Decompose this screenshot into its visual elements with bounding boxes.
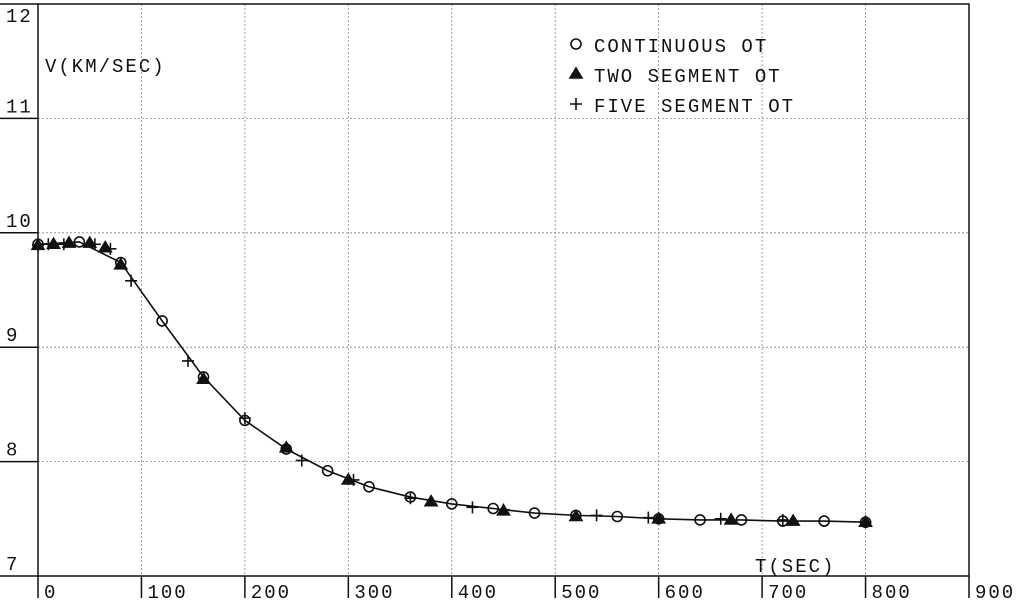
x-tick-label: 700	[768, 582, 808, 604]
marker	[125, 274, 138, 287]
x-tick-label: 100	[147, 582, 187, 604]
marker	[735, 514, 748, 526]
x-tick-label: 800	[872, 582, 912, 604]
marker	[570, 38, 582, 50]
marker	[238, 412, 251, 425]
marker	[570, 98, 582, 110]
marker	[181, 354, 194, 367]
marker	[642, 511, 655, 524]
marker	[487, 502, 499, 515]
marker	[776, 513, 789, 526]
y-tick-label: 9	[6, 325, 19, 347]
x-tick-label: 600	[665, 582, 705, 604]
marker	[82, 235, 98, 248]
y-tick-label: 8	[6, 440, 19, 462]
marker	[723, 512, 739, 525]
plot-frame	[37, 3, 970, 577]
marker	[104, 242, 117, 255]
marker	[590, 509, 603, 522]
marker	[42, 238, 55, 251]
y-tick-label: 7	[6, 554, 19, 576]
marker	[568, 66, 584, 79]
marker	[497, 503, 510, 516]
marker	[363, 480, 375, 493]
marker	[347, 473, 360, 486]
x-tick-label: 400	[458, 582, 498, 604]
marker	[445, 498, 458, 510]
marker	[714, 512, 727, 525]
x-tick-label: 500	[561, 582, 601, 604]
marker	[32, 239, 44, 252]
x-tick-label: 900	[975, 582, 1015, 604]
marker	[57, 238, 70, 251]
y-tick-label: 10	[6, 211, 33, 233]
marker	[528, 507, 541, 519]
marker	[611, 510, 624, 523]
marker	[785, 513, 801, 526]
y-axis-label: V(KM/SEC)	[45, 56, 166, 78]
marker	[278, 440, 294, 453]
marker	[156, 315, 168, 327]
marker	[73, 236, 86, 248]
y-tick-label: 12	[6, 6, 33, 28]
marker	[466, 501, 479, 514]
y-tick-label: 11	[6, 96, 33, 118]
marker	[97, 240, 113, 253]
marker	[340, 472, 356, 485]
legend-label: CONTINUOUS OT	[594, 36, 768, 58]
x-axis-label: T(SEC)	[755, 556, 835, 578]
marker	[568, 508, 584, 522]
marker	[818, 515, 830, 527]
marker	[423, 494, 439, 507]
marker	[694, 514, 706, 526]
marker	[321, 464, 334, 477]
marker	[88, 238, 101, 251]
marker	[404, 492, 417, 505]
x-tick-label: 300	[354, 582, 394, 604]
marker	[196, 371, 211, 385]
marker	[295, 454, 308, 467]
x-tick-label: 0	[44, 582, 57, 604]
x-tick-label: 200	[251, 582, 291, 604]
marker	[113, 257, 129, 270]
marker	[859, 516, 872, 529]
legend-label: FIVE SEGMENT OT	[594, 96, 795, 118]
marker	[46, 236, 61, 250]
legend-label: TWO SEGMENT OT	[594, 66, 782, 88]
marker	[651, 511, 667, 524]
